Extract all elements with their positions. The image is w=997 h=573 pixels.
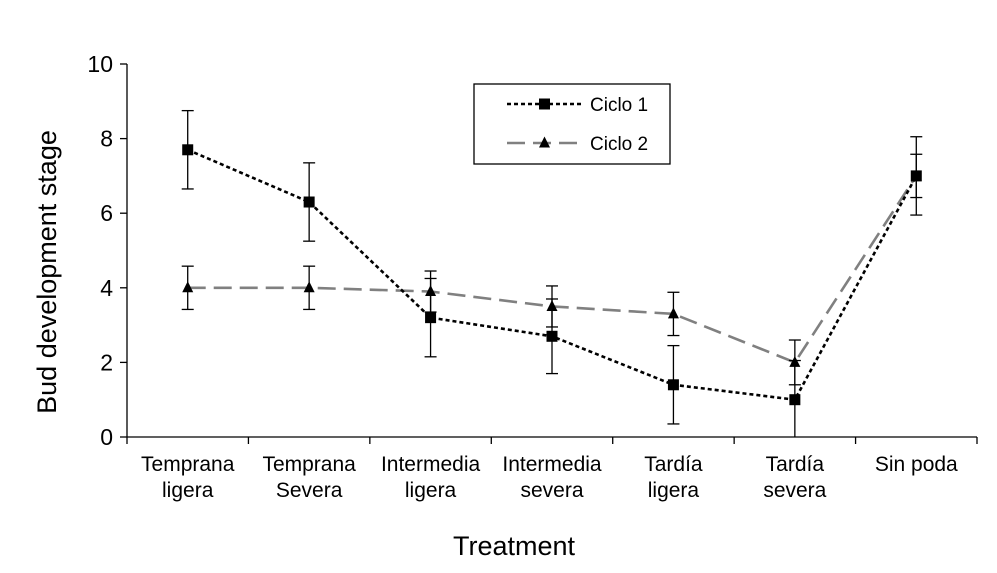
- legend-marker-1: [539, 98, 550, 110]
- y-tick-label: 6: [100, 200, 113, 226]
- series-1-point: [789, 394, 801, 406]
- x-tick-label: Tardía severa: [763, 453, 826, 502]
- x-tick-label-line: ligera: [648, 479, 700, 502]
- x-axis-title: Treatment: [453, 531, 576, 561]
- y-axis-title: Bud development stage: [32, 130, 62, 414]
- y-tick-label: 0: [100, 424, 113, 450]
- x-tick-label-line: Intermedia: [381, 453, 481, 476]
- x-tick-label-line: Sin poda: [875, 453, 958, 476]
- x-tick-label-line: Tardía: [766, 453, 825, 476]
- x-tick-label: Tardía ligera: [644, 453, 703, 502]
- x-tick-label-line: severa: [520, 479, 583, 502]
- x-tick-label-line: Tardía: [644, 453, 703, 476]
- series-1-point: [546, 330, 558, 342]
- series-2-point: [182, 281, 194, 293]
- x-tick-label-line: Temprana: [141, 453, 235, 476]
- x-tick-label: Temprana Severa: [262, 453, 356, 502]
- x-tick-label-line: Severa: [276, 479, 343, 502]
- x-tick-label-line: Intermedia: [502, 453, 602, 476]
- legend-box: [473, 83, 671, 165]
- series-1-point: [425, 312, 437, 324]
- y-tick-label: 10: [87, 51, 113, 77]
- x-tick-label-line: Temprana: [262, 453, 356, 476]
- axes: 0 2 4 6 8 10 Temprana ligera Temprana Severa Inter…: [87, 51, 978, 502]
- series-1-point: [182, 144, 194, 156]
- series-2-point: [303, 281, 315, 293]
- x-tick-label-line: severa: [763, 479, 826, 502]
- y-tick-label: 2: [100, 349, 113, 375]
- x-tick-label: Temprana ligera: [141, 453, 235, 502]
- legend-label-1: Ciclo 1: [590, 95, 648, 116]
- series-1-point: [667, 379, 679, 391]
- x-tick-label-line: ligera: [405, 479, 457, 502]
- series-1-point: [303, 196, 315, 208]
- x-tick-label: Sin poda: [875, 453, 958, 476]
- series-2-point: [546, 299, 558, 311]
- series-layer: [181, 109, 923, 437]
- legend-label-2: Ciclo 2: [590, 134, 648, 155]
- series-2-point: [425, 285, 437, 297]
- x-tick-label: Intermedia ligera: [381, 453, 481, 502]
- legend-marker-2: [539, 136, 550, 148]
- x-tick-label-line: ligera: [162, 479, 214, 502]
- legend: Ciclo 1 Ciclo 2: [473, 83, 671, 165]
- series-2-point: [667, 307, 679, 319]
- series-2-point: [910, 169, 922, 181]
- series-2-point: [789, 355, 801, 367]
- y-tick-label: 8: [100, 126, 113, 152]
- y-tick-label: 4: [100, 275, 113, 301]
- x-tick-label: Intermedia severa: [502, 453, 602, 502]
